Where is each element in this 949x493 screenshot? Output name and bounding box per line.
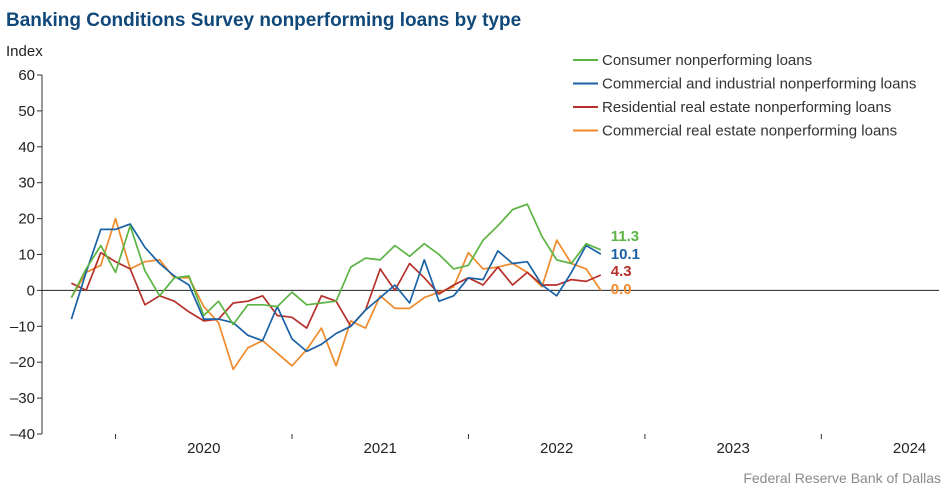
x-tick-label: 2021 — [364, 440, 397, 457]
x-tick-label: 2023 — [716, 440, 749, 457]
y-tick-label: 20 — [18, 211, 35, 228]
y-tick-label: –30 — [10, 390, 35, 407]
y-tick-label: 40 — [18, 139, 35, 156]
y-tick-label: 0 — [27, 282, 35, 299]
legend-label-3: Commercial real estate nonperforming loa… — [602, 123, 897, 140]
y-tick-label: –10 — [10, 318, 35, 335]
y-tick-label: 10 — [18, 247, 35, 264]
y-tick-label: –40 — [10, 426, 35, 443]
series-line-3 — [70, 217, 602, 371]
end-labels: 11.310.14.30.0 — [611, 228, 640, 298]
chart-title: Banking Conditions Survey nonperforming … — [6, 10, 521, 31]
end-value-label-1: 10.1 — [611, 246, 640, 263]
legend-label-0: Consumer nonperforming loans — [602, 52, 812, 69]
x-tick-label: 2024 — [893, 440, 926, 457]
series-lines — [70, 203, 602, 371]
end-value-label-3: 0.0 — [611, 281, 632, 298]
legend-label-1: Commercial and industrial nonperforming … — [602, 76, 916, 93]
axes: 60 50 40 30 20 10 0 –10 –20 –30 –40 2020 2021 2022 202… — [10, 67, 939, 457]
y-tick-label: –20 — [10, 354, 35, 371]
end-value-label-0: 11.3 — [611, 228, 639, 245]
source-note: Federal Reserve Bank of Dallas — [743, 470, 941, 486]
y-tick-label: 50 — [18, 103, 35, 120]
x-tick-label: 2022 — [540, 440, 573, 457]
y-axis-label: Index — [6, 43, 43, 60]
series-line-1 — [70, 223, 602, 353]
end-value-label-2: 4.3 — [611, 263, 632, 280]
legend-label-2: Residential real estate nonperforming lo… — [602, 99, 891, 116]
series-line-0 — [70, 203, 602, 326]
x-tick-label: 2020 — [187, 440, 220, 457]
y-tick-label: 60 — [18, 67, 35, 84]
legend: Consumer nonperforming loans Commercial a… — [573, 52, 916, 140]
y-tick-label: 30 — [18, 175, 35, 192]
